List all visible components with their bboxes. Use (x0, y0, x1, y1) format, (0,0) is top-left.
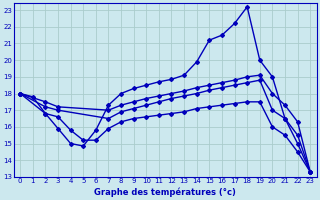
X-axis label: Graphe des températures (°c): Graphe des températures (°c) (94, 187, 236, 197)
